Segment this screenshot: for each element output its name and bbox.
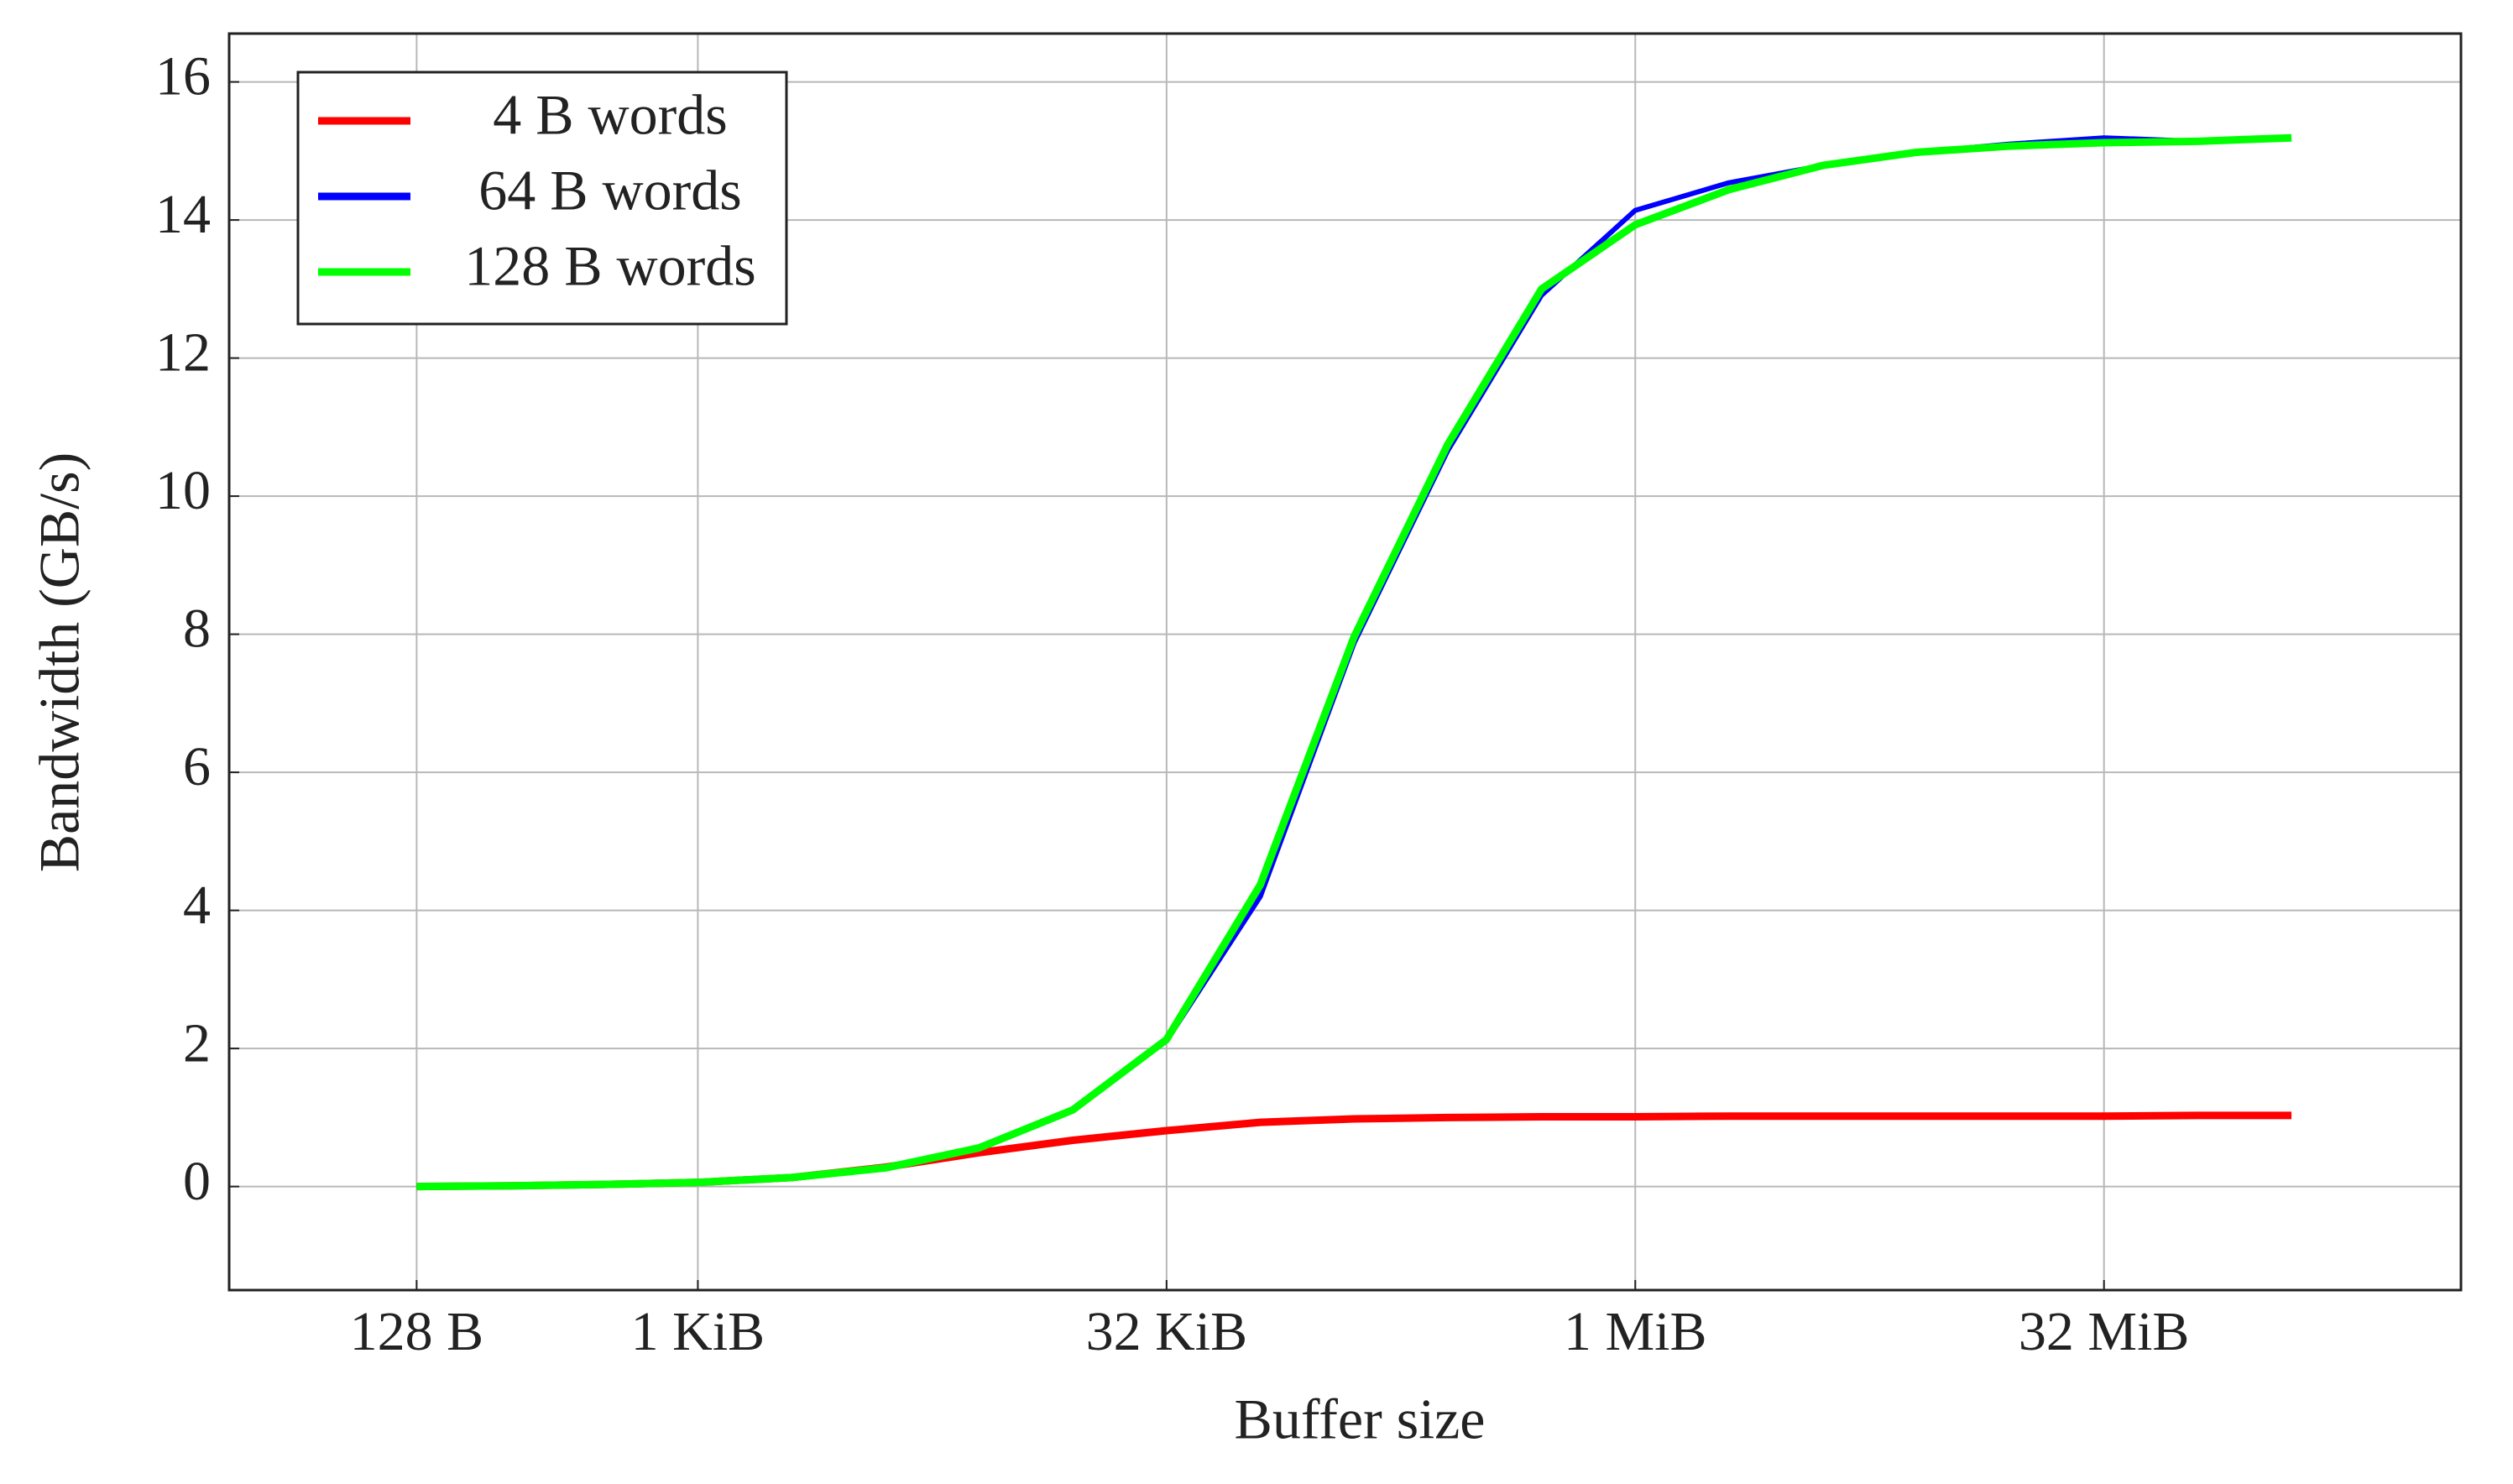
- x-tick-label: 32 KiB: [1086, 1301, 1248, 1362]
- legend-label: 128 B words: [464, 234, 756, 298]
- y-tick-label: 12: [155, 322, 211, 384]
- y-tick-label: 8: [183, 598, 211, 660]
- series-line: [416, 133, 2292, 1191]
- x-tick-label: 32 MiB: [2019, 1301, 2190, 1362]
- x-tick-label: 1 KiB: [631, 1301, 765, 1362]
- legend-box: [296, 71, 788, 326]
- legend-label: 64 B words: [478, 159, 742, 222]
- y-axis-label: Bandwidth (GB/s): [28, 452, 91, 873]
- y-tick-label: 2: [183, 1012, 211, 1074]
- y-tick-label: 16: [155, 46, 211, 107]
- plot-frame: [227, 32, 2463, 1292]
- y-tick-label: 14: [155, 184, 211, 245]
- legend-label: 4 B words: [493, 83, 728, 147]
- y-tick-label: 10: [155, 460, 211, 521]
- y-tick-label: 6: [183, 736, 211, 797]
- x-tick-label: 128 B: [350, 1301, 484, 1362]
- y-tick-label: 0: [183, 1151, 211, 1212]
- x-axis-label: Buffer size: [1235, 1387, 1486, 1451]
- y-tick-label: 4: [183, 875, 211, 936]
- x-tick-label: 1 MiB: [1564, 1301, 1707, 1362]
